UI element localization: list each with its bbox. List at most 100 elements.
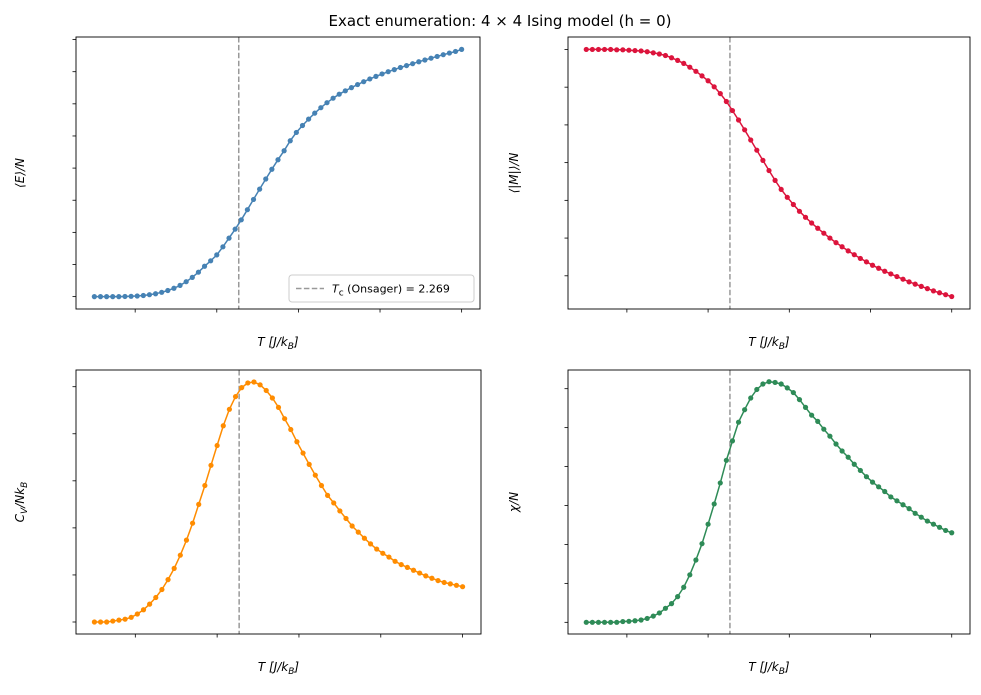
data-point [638, 48, 644, 54]
data-point [778, 381, 784, 387]
data-point [428, 55, 434, 61]
data-point [331, 500, 337, 506]
data-point [147, 601, 153, 607]
data-point [833, 240, 839, 246]
data-point [330, 95, 336, 101]
data-point [595, 46, 602, 53]
data-point [620, 618, 626, 625]
data-point [116, 294, 122, 300]
data-point [802, 214, 809, 220]
data-point [699, 73, 705, 79]
data-point [263, 387, 269, 394]
data-point [888, 494, 894, 500]
data-point [809, 220, 815, 226]
data-point [318, 105, 324, 111]
data-point [128, 293, 134, 299]
data-point [742, 127, 748, 133]
data-point [239, 385, 245, 391]
data-point [459, 584, 466, 590]
data-point [403, 62, 410, 69]
legend: Tc​ (Onsager) = 2.269 [288, 274, 475, 303]
data-point [269, 166, 275, 172]
data-point [122, 293, 128, 300]
data-point [146, 292, 153, 298]
data-point [220, 244, 226, 250]
data-point [632, 47, 638, 54]
data-point [601, 619, 608, 625]
data-point [361, 79, 367, 85]
data-point [367, 541, 374, 547]
data-point [122, 616, 128, 622]
data-point [675, 594, 681, 600]
data-point [294, 439, 300, 445]
data-point [894, 498, 900, 504]
data-point [275, 157, 281, 163]
data-point [429, 575, 435, 581]
data-point [446, 50, 452, 56]
data-point [882, 268, 888, 274]
data-point [675, 57, 681, 63]
data-point [857, 255, 863, 262]
data-point [257, 382, 263, 388]
data-point [863, 259, 870, 265]
data-point [380, 550, 386, 556]
data-point [287, 138, 293, 144]
data-point [754, 386, 760, 393]
data-point [220, 423, 226, 429]
data-point [650, 50, 656, 56]
data-point [171, 565, 177, 571]
data-point [140, 292, 146, 299]
data-point [583, 46, 589, 53]
data-point [416, 59, 422, 65]
data-point [778, 186, 784, 193]
data-point [153, 594, 159, 601]
data-point [244, 207, 250, 213]
data-point [183, 537, 190, 543]
data-point [766, 167, 772, 174]
data-point [379, 71, 385, 77]
data-point [397, 64, 404, 71]
data-point [668, 55, 675, 61]
data-point [748, 395, 754, 401]
data-point [275, 404, 282, 411]
data-point [324, 100, 330, 106]
data-point [662, 52, 669, 59]
data-point [809, 412, 815, 418]
data-point [729, 438, 736, 444]
data-point [269, 395, 275, 401]
data-point [134, 611, 140, 617]
data-point [626, 618, 632, 624]
data-point [924, 518, 930, 524]
data-point [354, 81, 361, 88]
data-point [435, 577, 441, 584]
data-point [869, 479, 876, 485]
y-axis-label: ⟨E⟩/N [13, 158, 27, 188]
data-point [717, 90, 723, 97]
data-point [620, 47, 626, 53]
data-point [869, 262, 876, 268]
data-point [189, 274, 195, 280]
data-point [668, 601, 675, 607]
data-point [177, 552, 183, 558]
data-point [392, 558, 398, 564]
data-point [608, 46, 614, 53]
axes-frame [567, 36, 971, 310]
data-point [888, 271, 894, 277]
data-point [441, 579, 447, 586]
data-point [772, 177, 778, 183]
data-point [250, 196, 257, 203]
data-point [833, 441, 839, 447]
data-point [232, 393, 239, 400]
data-point [918, 283, 924, 289]
data-point [422, 57, 428, 63]
data-point [91, 619, 98, 625]
data-point [711, 84, 717, 90]
figure-title: Exact enumeration: 4 × 4 Ising model (h … [329, 12, 672, 30]
data-point [796, 208, 803, 214]
data-point [116, 617, 122, 623]
data-point [208, 258, 214, 264]
data-point [417, 570, 423, 576]
data-point [912, 281, 918, 287]
data-point [638, 617, 644, 623]
data-point [693, 68, 699, 74]
